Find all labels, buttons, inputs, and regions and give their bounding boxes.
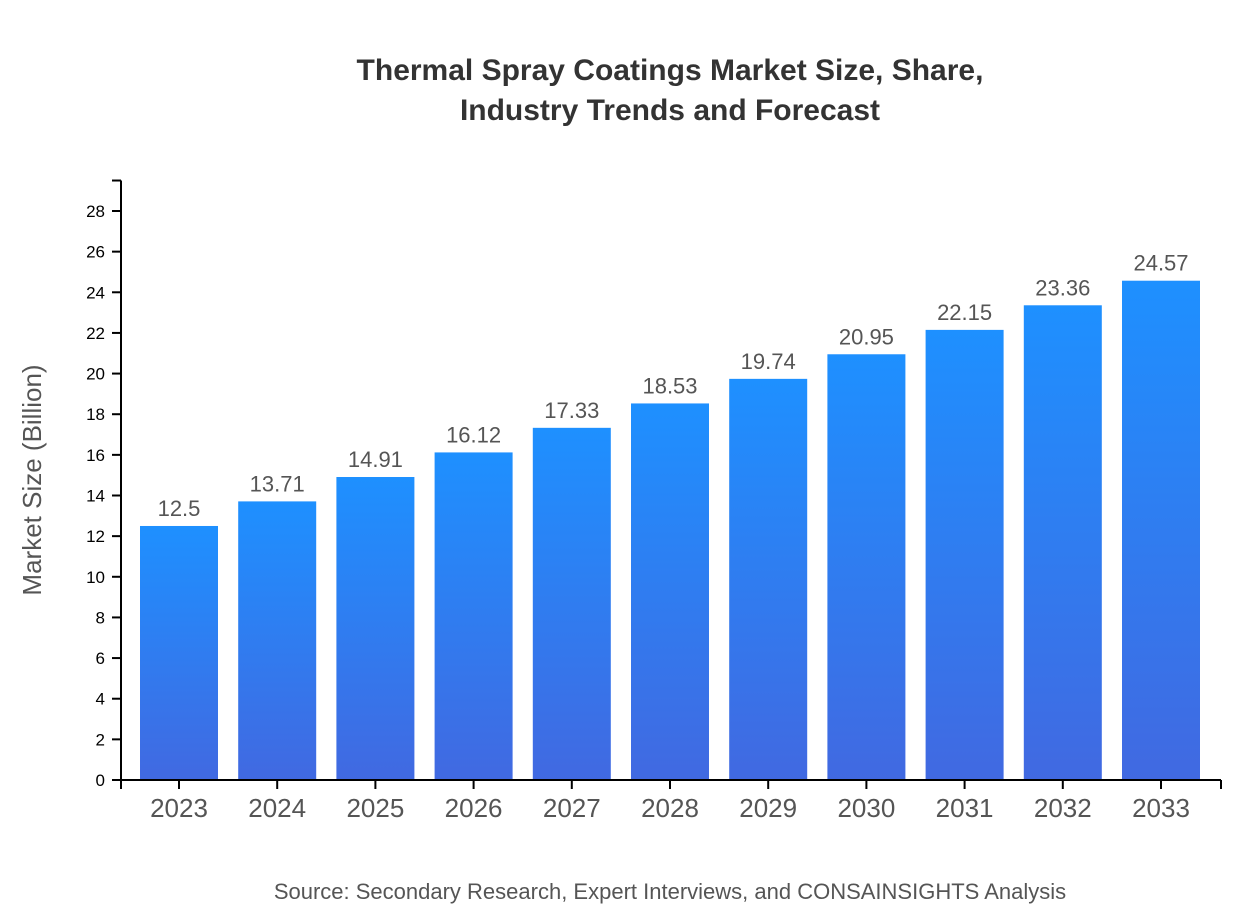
y-tick-label-14: 14 [86,487,105,506]
y-tick-label-16: 16 [86,446,105,465]
chart-title-line-2: Industry Trends and Forecast [460,94,880,127]
bar-2025 [336,477,415,780]
x-tick-label-2028: 2028 [641,793,699,823]
x-tick-label-2029: 2029 [739,793,797,823]
data-label-2027: 17.33 [544,398,599,423]
x-tick-label-2023: 2023 [150,793,208,823]
y-tick-label-4: 4 [96,690,105,709]
y-tick-label-20: 20 [86,365,105,384]
data-label-2023: 12.5 [158,496,201,521]
y-tick-label-8: 8 [96,608,105,627]
y-tick-label-2: 2 [96,730,105,749]
y-tick-label-26: 26 [86,243,105,262]
y-tick-label-24: 24 [86,283,105,302]
x-tick-label-2024: 2024 [248,793,306,823]
data-label-2030: 20.95 [839,324,894,349]
data-label-2025: 14.91 [348,447,403,472]
y-tick-label-22: 22 [86,324,105,343]
source-note: Source: Secondary Research, Expert Inter… [274,879,1066,904]
x-tick-label-2025: 2025 [346,793,404,823]
bar-2033 [1122,280,1200,780]
data-label-2029: 19.74 [741,349,796,374]
y-tick-label-0: 0 [96,771,105,790]
bar-2024 [238,501,317,780]
data-label-2033: 24.57 [1133,251,1188,276]
bar-2023 [140,525,218,780]
data-label-2028: 18.53 [642,373,697,398]
y-tick-label-18: 18 [86,405,105,424]
bar-2029 [729,378,808,780]
y-tick-label-10: 10 [86,568,105,587]
bar-2032 [1023,305,1102,780]
bar-2030 [827,354,906,780]
y-tick-label-6: 6 [96,649,105,668]
bar-2027 [532,427,611,780]
chart-title-line-1: Thermal Spray Coatings Market Size, Shar… [357,54,984,87]
bar-2031 [925,329,1004,780]
x-tick-label-2031: 2031 [936,793,994,823]
y-axis-label: Market Size (Billion) [17,364,47,595]
bar-2026 [434,452,513,780]
bar-2028 [631,403,709,780]
data-label-2026: 16.12 [446,422,501,447]
y-tick-label-28: 28 [86,202,105,221]
x-tick-label-2026: 2026 [445,793,503,823]
data-label-2032: 23.36 [1035,275,1090,300]
data-label-2031: 22.15 [937,300,992,325]
x-tick-label-2032: 2032 [1034,793,1092,823]
y-tick-label-12: 12 [86,527,105,546]
x-tick-label-2027: 2027 [543,793,601,823]
data-label-2024: 13.71 [250,471,305,496]
x-tick-label-2030: 2030 [837,793,895,823]
x-tick-label-2033: 2033 [1132,793,1190,823]
